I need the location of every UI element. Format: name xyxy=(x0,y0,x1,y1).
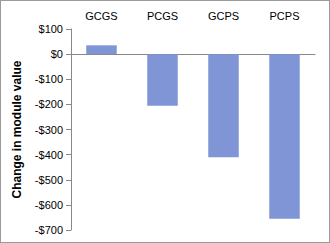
svg-text:PCPS: PCPS xyxy=(270,10,300,22)
svg-text:-$500: -$500 xyxy=(35,174,63,186)
svg-text:-$100: -$100 xyxy=(35,73,63,85)
svg-text:PCGS: PCGS xyxy=(147,10,178,22)
svg-text:$0: $0 xyxy=(51,48,63,60)
svg-text:-$700: -$700 xyxy=(35,224,63,236)
svg-text:-$300: -$300 xyxy=(35,124,63,136)
svg-text:GCPS: GCPS xyxy=(208,10,239,22)
svg-text:$100: $100 xyxy=(39,23,63,35)
svg-text:-$200: -$200 xyxy=(35,98,63,110)
svg-text:Change in module value: Change in module value xyxy=(10,60,24,198)
svg-text:-$600: -$600 xyxy=(35,199,63,211)
svg-text:GCGS: GCGS xyxy=(85,10,117,22)
svg-text:-$400: -$400 xyxy=(35,149,63,161)
